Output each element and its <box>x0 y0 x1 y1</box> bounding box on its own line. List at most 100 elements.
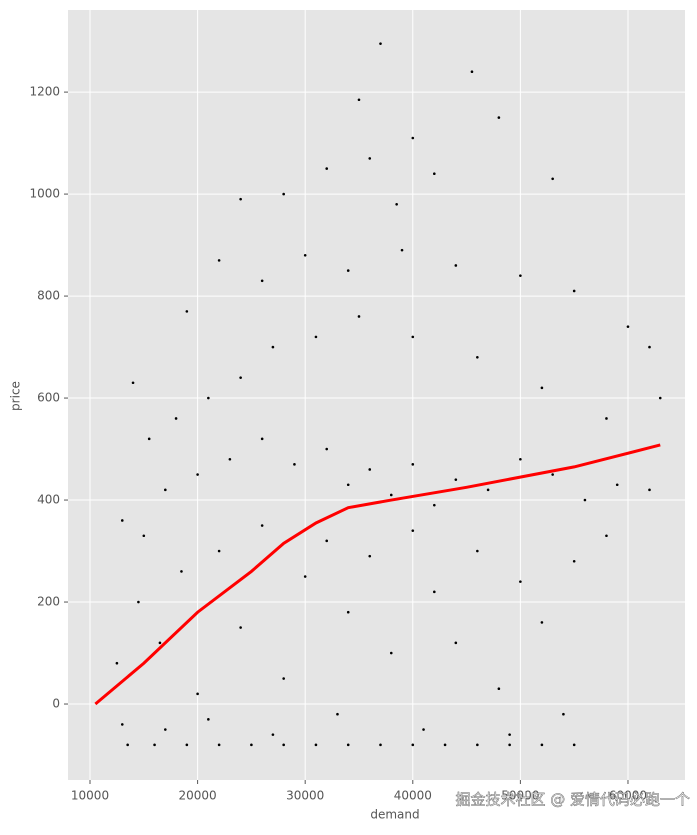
point <box>346 743 350 747</box>
point <box>368 554 372 558</box>
point <box>540 743 544 747</box>
point <box>389 493 393 497</box>
point <box>508 743 511 747</box>
y-tick-label: 0 <box>52 697 60 711</box>
point <box>185 743 189 747</box>
point <box>497 116 501 119</box>
point <box>260 279 264 283</box>
point <box>293 463 296 466</box>
point <box>411 743 415 747</box>
point <box>443 743 447 747</box>
point <box>228 457 232 461</box>
point <box>368 157 372 160</box>
point <box>346 610 350 614</box>
point <box>239 626 242 629</box>
point <box>239 197 242 201</box>
point <box>174 417 178 420</box>
point <box>282 192 285 196</box>
point <box>389 651 393 655</box>
point <box>572 289 576 293</box>
point <box>314 335 318 339</box>
point <box>346 269 350 272</box>
point <box>131 381 135 385</box>
point <box>314 743 318 747</box>
x-tick-label: 10000 <box>71 789 109 803</box>
point <box>185 310 189 313</box>
point <box>433 172 436 175</box>
y-tick-label: 600 <box>37 391 60 405</box>
point <box>196 473 199 476</box>
point <box>357 98 361 102</box>
y-tick-label: 400 <box>37 493 60 507</box>
point <box>411 136 415 140</box>
x-tick-label: 20000 <box>179 789 217 803</box>
point <box>336 712 339 716</box>
y-tick-label: 800 <box>37 289 60 303</box>
point <box>411 529 415 532</box>
point <box>126 743 129 747</box>
point <box>422 728 425 731</box>
y-tick-label: 1200 <box>29 85 60 99</box>
point <box>164 728 167 731</box>
point <box>626 325 630 328</box>
x-tick-label: 60000 <box>609 789 647 803</box>
point <box>572 559 576 563</box>
point <box>137 600 140 604</box>
point <box>180 570 183 573</box>
point <box>433 503 436 507</box>
point <box>379 743 382 747</box>
point <box>411 335 415 339</box>
point <box>303 253 307 257</box>
point <box>454 264 458 267</box>
point <box>158 641 162 645</box>
point <box>476 549 479 553</box>
x-axis-label: demand <box>370 808 419 822</box>
point <box>260 524 264 527</box>
point <box>454 641 458 645</box>
point <box>207 396 210 400</box>
point <box>648 345 651 349</box>
point <box>260 437 264 441</box>
point <box>411 463 415 466</box>
point <box>400 248 404 252</box>
point <box>357 315 361 318</box>
point <box>325 539 329 543</box>
x-tick-label: 50000 <box>501 789 539 803</box>
point <box>508 733 511 736</box>
point <box>519 274 522 277</box>
y-axis-label: price <box>9 381 23 411</box>
point <box>196 692 199 696</box>
point <box>207 718 210 721</box>
point <box>540 621 544 624</box>
x-tick-label: 40000 <box>394 789 432 803</box>
point <box>395 202 398 206</box>
point <box>615 483 619 487</box>
trend-line <box>94 443 661 706</box>
point <box>486 488 490 492</box>
watermark: 掘金技术社区 @ 爱情代码必跑一个 <box>455 791 690 809</box>
point <box>250 743 253 747</box>
point <box>433 590 436 594</box>
point <box>519 580 522 583</box>
point <box>605 417 608 420</box>
x-tick-label: 30000 <box>286 789 324 803</box>
point <box>282 743 285 747</box>
point <box>648 488 651 492</box>
point <box>271 345 275 349</box>
point <box>147 437 151 441</box>
point <box>282 677 285 680</box>
point <box>271 733 275 736</box>
point <box>217 549 221 553</box>
point <box>142 534 146 538</box>
point <box>217 743 221 747</box>
plot-background <box>68 10 685 780</box>
point <box>217 259 221 262</box>
point <box>540 386 544 390</box>
point <box>115 661 119 665</box>
point <box>497 687 501 691</box>
point <box>325 447 329 451</box>
point <box>551 177 554 181</box>
point <box>519 457 522 461</box>
point <box>379 42 382 45</box>
point <box>583 498 587 502</box>
